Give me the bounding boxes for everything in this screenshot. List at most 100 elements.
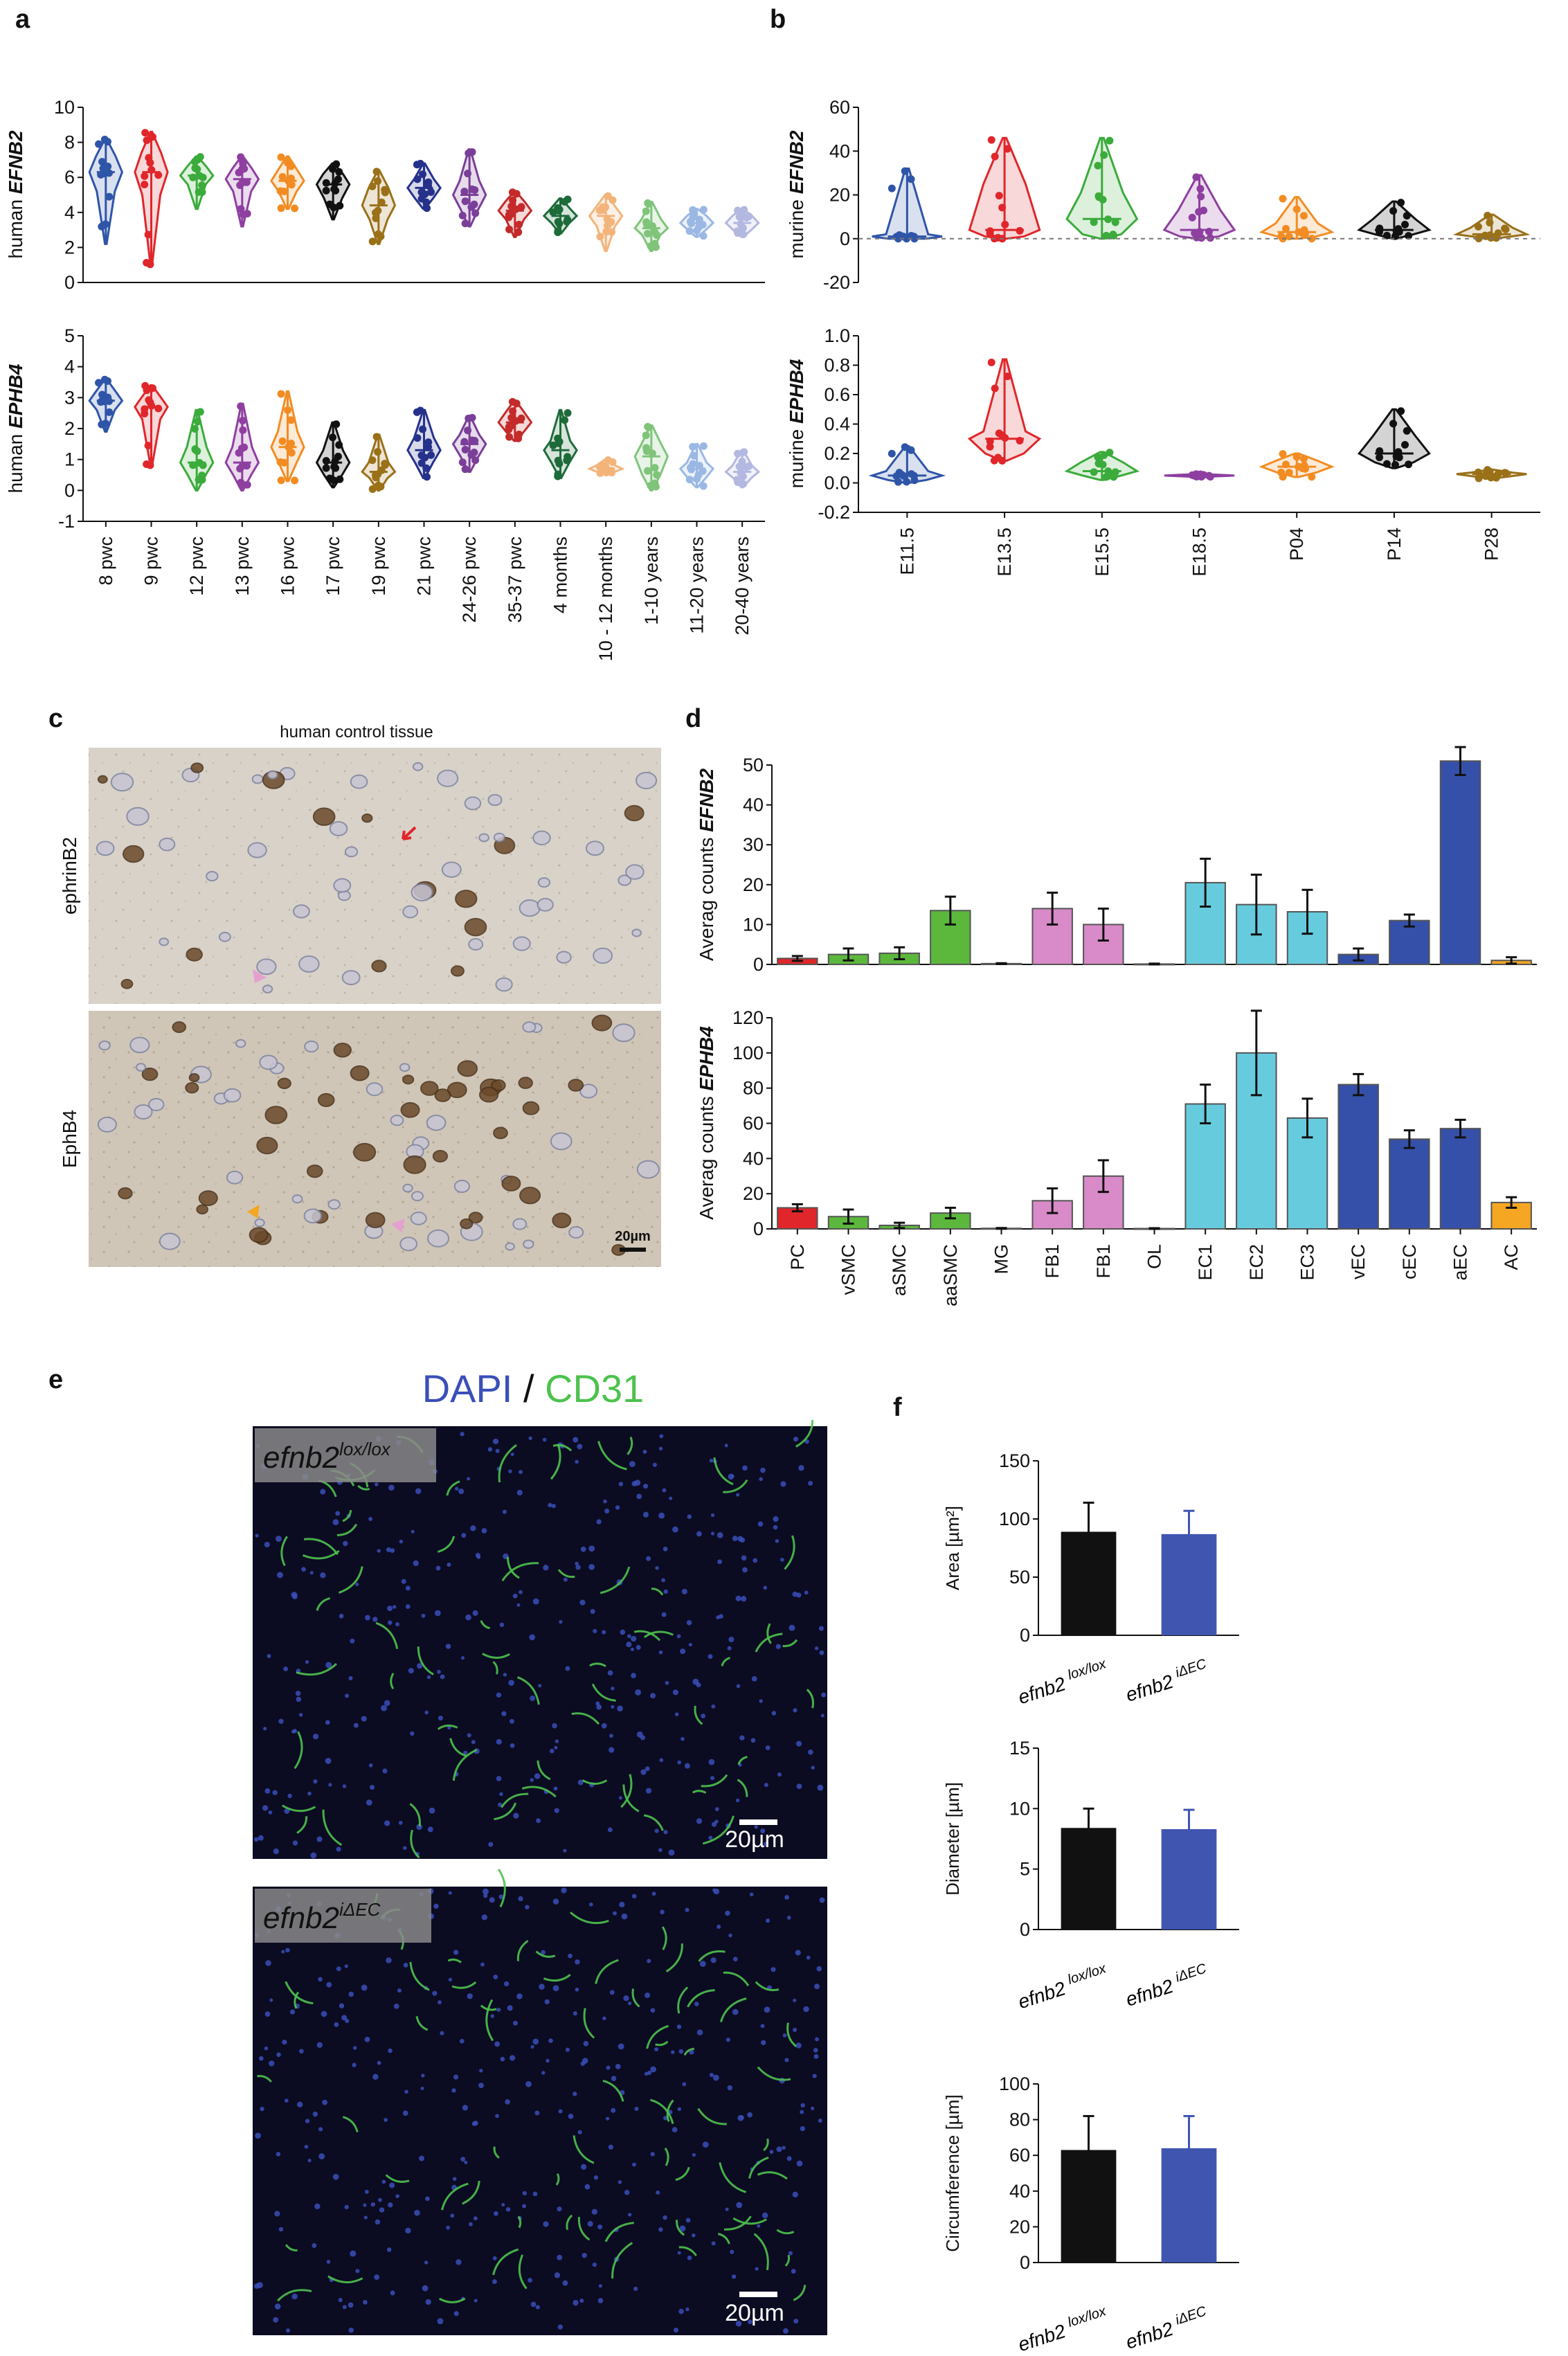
nucleus	[312, 2111, 318, 2117]
nucleus	[499, 1792, 503, 1797]
nucleus	[784, 2058, 789, 2062]
nucleus	[635, 1689, 642, 1696]
y-axis-label-gene: EPHB4	[696, 1026, 717, 1091]
nucleus	[677, 2107, 682, 2112]
nucleus	[384, 2118, 388, 2122]
nucleus	[709, 1458, 714, 1463]
x-tick-label-base: efnb2	[1016, 1976, 1074, 2013]
vessel	[507, 1556, 520, 1579]
vessel	[698, 1950, 726, 1962]
violin-point	[424, 438, 433, 447]
nucleus	[345, 1693, 350, 1698]
violin-point	[1111, 218, 1119, 226]
nucleus	[724, 1444, 728, 1448]
violin-point	[277, 476, 285, 485]
violin-point	[1099, 195, 1107, 204]
nucleus	[658, 1650, 663, 1655]
violin-point	[193, 447, 201, 456]
violin-point	[277, 204, 285, 213]
nucleus	[510, 1743, 515, 1748]
nucleus	[681, 1588, 687, 1594]
vessel	[776, 2229, 795, 2235]
vessel	[410, 1829, 420, 1859]
nucleus	[471, 1740, 476, 1745]
violin-point	[368, 456, 377, 465]
nucleus	[516, 1603, 521, 1607]
nucleus	[647, 1959, 651, 1963]
vessel	[627, 1437, 633, 1455]
nucleus	[424, 1710, 429, 1715]
x-tick-label: 8 pwc	[96, 537, 116, 586]
nucleus	[550, 1748, 555, 1754]
violin-point	[1292, 453, 1301, 461]
violin-point	[198, 471, 206, 480]
nucleus	[730, 1474, 735, 1478]
nucleus	[587, 2221, 593, 2227]
violin-point	[648, 222, 656, 230]
nucleus	[613, 1911, 617, 1916]
nucleus	[291, 1592, 298, 1599]
x-tick-label: P28	[1481, 528, 1502, 561]
nucleus	[712, 2074, 719, 2081]
vessel	[692, 1790, 707, 1794]
violin-point	[1492, 234, 1500, 242]
violin-point	[1104, 215, 1112, 224]
cell	[493, 832, 505, 843]
nucleus	[365, 1615, 370, 1621]
violin-point	[901, 443, 909, 451]
nucleus	[448, 1977, 453, 1982]
vessel	[694, 1705, 703, 1725]
nucleus	[364, 2189, 369, 2194]
nucleus	[295, 1691, 301, 1696]
y-tick-label: 150	[999, 1450, 1030, 1471]
y-tick-label: -20	[823, 272, 850, 293]
vessel	[390, 1673, 395, 1690]
nucleus	[775, 1644, 782, 1649]
nucleus	[481, 1914, 488, 1921]
nucleus	[366, 1799, 372, 1806]
nucleus	[417, 1663, 423, 1669]
nucleus	[780, 1558, 784, 1562]
x-tick-label-base: efnb2	[1123, 1669, 1181, 1706]
nucleus	[284, 1808, 290, 1814]
nucleus	[632, 2162, 637, 2167]
nucleus	[568, 1953, 573, 1959]
nucleus	[755, 2267, 759, 2271]
violin-point	[1397, 407, 1405, 415]
nucleus	[386, 2247, 392, 2252]
violin-point	[189, 461, 197, 469]
violin-point	[1192, 173, 1200, 181]
cell	[267, 770, 278, 780]
vessel	[516, 1676, 540, 1705]
violin-point	[287, 180, 295, 188]
nucleus	[654, 1828, 659, 1833]
violin-point	[987, 136, 995, 144]
cell	[249, 1227, 269, 1243]
nucleus	[348, 2327, 354, 2333]
nucleus	[658, 1848, 663, 1853]
violin-point	[740, 448, 748, 456]
violin-point	[190, 424, 199, 433]
nucleus	[336, 1846, 341, 1852]
ihc2-cells	[97, 1014, 660, 1256]
violin-point	[609, 458, 617, 466]
if-image-idec	[253, 1887, 827, 2335]
nucleus	[575, 1561, 579, 1566]
vessel	[316, 1597, 331, 1611]
violin-point	[561, 416, 569, 424]
vessel	[441, 2182, 469, 2211]
vessel	[600, 1566, 631, 1594]
cell	[98, 1040, 111, 1051]
vessel	[296, 1816, 308, 1834]
cell	[317, 1092, 335, 1107]
nucleus	[387, 1606, 393, 1612]
nucleus	[255, 2132, 261, 2139]
cell	[218, 931, 231, 942]
violin-point	[422, 198, 431, 206]
violin-point	[897, 470, 905, 478]
nucleus	[606, 2065, 611, 2070]
bar-12	[1389, 919, 1430, 966]
y-tick-label: 40	[743, 1148, 764, 1169]
nucleus	[434, 1610, 441, 1617]
